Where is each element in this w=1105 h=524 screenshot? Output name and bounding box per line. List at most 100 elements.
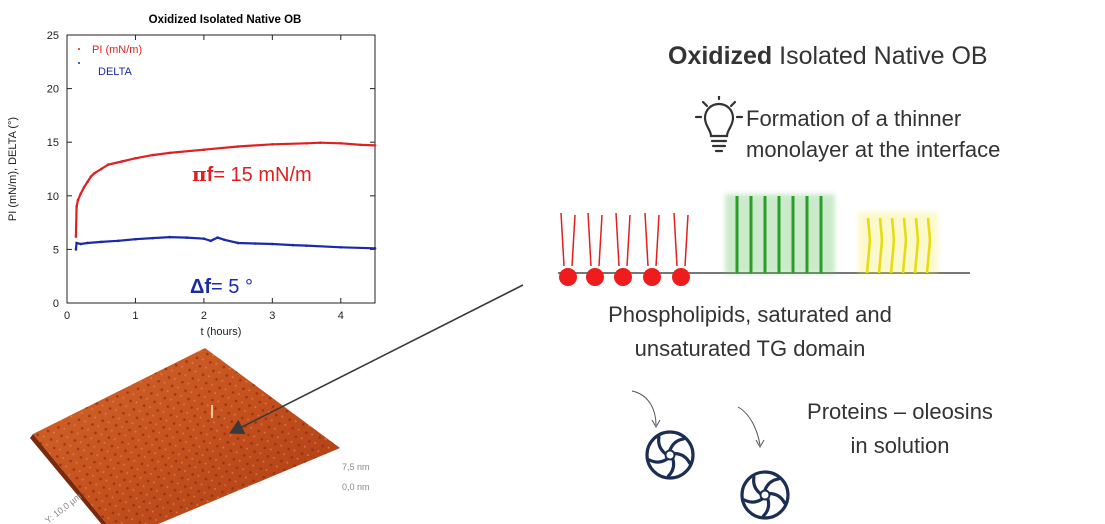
unsaturated-tg-domain (858, 212, 938, 274)
legend-pi-label: PI (mN/m) (92, 44, 142, 56)
legend-pi-marker (78, 48, 80, 50)
delta-symbol: Δ (190, 276, 204, 298)
phospholipid-head (586, 268, 604, 286)
protein-arrow-2 (737, 406, 761, 446)
unsaturated-tg-chain (913, 217, 920, 274)
pi-data-point (339, 141, 343, 145)
afm-side-edge (30, 434, 107, 524)
delta-data-point (151, 236, 154, 240)
pi-data-point (318, 141, 322, 145)
afm-height-min-label: 0,0 nm (342, 482, 370, 492)
pi-data-point (89, 175, 93, 178)
pi-data-point (99, 167, 103, 171)
y-axis-label: PI (mN/m), DELTA (°) (7, 117, 19, 221)
pi-data-point (134, 156, 137, 160)
y-tick-label: 0 (53, 298, 59, 310)
phospholipid-molecule (586, 212, 604, 286)
pi-data-point (305, 141, 308, 145)
x-axis-ticks: 0 1 2 3 4 (64, 35, 344, 322)
phospholipid-caption-line-2: unsaturated TG domain (634, 336, 866, 361)
delta-data-point (168, 235, 171, 239)
note-line-2: monolayer at the interface (746, 137, 1001, 162)
pi-data-point (151, 153, 154, 157)
x-tick-label: 0 (64, 310, 70, 322)
pi-data-point (82, 185, 86, 189)
phospholipid-head (614, 268, 632, 286)
pi-series (74, 141, 377, 238)
saturated-tg-domain (725, 194, 835, 274)
y-tick-label: 25 (47, 30, 59, 42)
delta-data-point (223, 238, 226, 242)
phospholipid-caption: Phospholipids, saturated and unsaturated… (540, 298, 960, 366)
pi-data-point (202, 148, 206, 152)
protein-caption-line-2: in solution (850, 433, 950, 458)
unsaturated-tg-chain (925, 217, 932, 274)
delta-data-point (253, 242, 257, 245)
heading-bold: Oxidized (668, 42, 773, 70)
phospholipid-molecule (559, 212, 577, 286)
delta-data-point (305, 244, 308, 247)
pi-final-annotation: πf= 15 mN/m (192, 162, 312, 186)
proteins-in-solution (631, 390, 790, 520)
pi-data-point (74, 235, 78, 238)
pi-data-point (76, 198, 80, 202)
pi-data-point (86, 180, 89, 184)
delta-series (74, 235, 377, 251)
pi-subscript: f (207, 164, 214, 186)
delta-data-point (209, 239, 213, 243)
legend: PI (mN/m) DELTA (78, 44, 142, 78)
x-tick-label: 1 (132, 310, 138, 322)
delta-data-point (79, 242, 82, 246)
afm-height-max-label: 7,5 nm (342, 462, 370, 472)
series-layer (74, 141, 377, 251)
delta-data-point (75, 241, 78, 245)
pi-data-point (236, 145, 240, 148)
unsaturated-tg-chain (901, 217, 908, 274)
y-axis-ticks: 0 5 10 15 20 25 (47, 30, 375, 310)
delta-data-point (291, 243, 295, 247)
delta-data-point (373, 247, 377, 250)
phospholipid-head (672, 268, 690, 286)
x-tick-label: 4 (338, 310, 344, 322)
unsaturated-tg-chain (865, 217, 872, 274)
plot-frame (66, 34, 376, 304)
pi-symbol: π (192, 162, 207, 186)
y-tick-label: 5 (53, 244, 59, 256)
delta-final-annotation: Δf= 5 ° (190, 276, 253, 298)
pi-value: = 15 mN/m (213, 164, 311, 186)
heading-rest: Isolated Native OB (772, 42, 988, 70)
pi-data-point (93, 171, 96, 175)
protein-icon (645, 430, 695, 480)
afm-surface-texture (33, 348, 340, 524)
phospholipid-molecule (614, 212, 632, 286)
pi-data-point (120, 160, 124, 163)
delta-data-point (74, 248, 78, 251)
x-axis-label: t (hours) (201, 326, 242, 338)
diagram-heading: Oxidized Isolated Native OB (668, 42, 988, 71)
protein-icon (740, 470, 790, 520)
delta-data-point (202, 237, 206, 240)
observation-note: Formation of a thinner monolayer at the … (746, 103, 1000, 165)
afm-topography-image: 7,5 nm 0,0 nm Y: 10,0 µm (30, 348, 370, 524)
delta-data-point (236, 241, 240, 245)
legend-delta-marker (78, 62, 80, 64)
pi-data-point (79, 192, 82, 195)
pi-data-point (106, 163, 110, 167)
delta-subscript: f (204, 276, 211, 298)
interface-monolayer-diagram (558, 194, 970, 286)
delta-data-point (86, 241, 89, 245)
delta-data-point (339, 245, 343, 249)
phospholipid-molecule (643, 212, 661, 286)
phospholipids (559, 212, 690, 286)
y-tick-label: 15 (47, 137, 59, 149)
delta-data-point (216, 236, 219, 239)
legend-delta-label: DELTA (98, 66, 132, 78)
protein-caption: Proteins – oleosins in solution (770, 395, 1030, 463)
pi-data-point (373, 144, 377, 147)
y-tick-label: 20 (47, 84, 59, 96)
phospholipid-head (643, 268, 661, 286)
pi-data-point (360, 143, 363, 147)
protein-arrow-1 (631, 390, 657, 426)
